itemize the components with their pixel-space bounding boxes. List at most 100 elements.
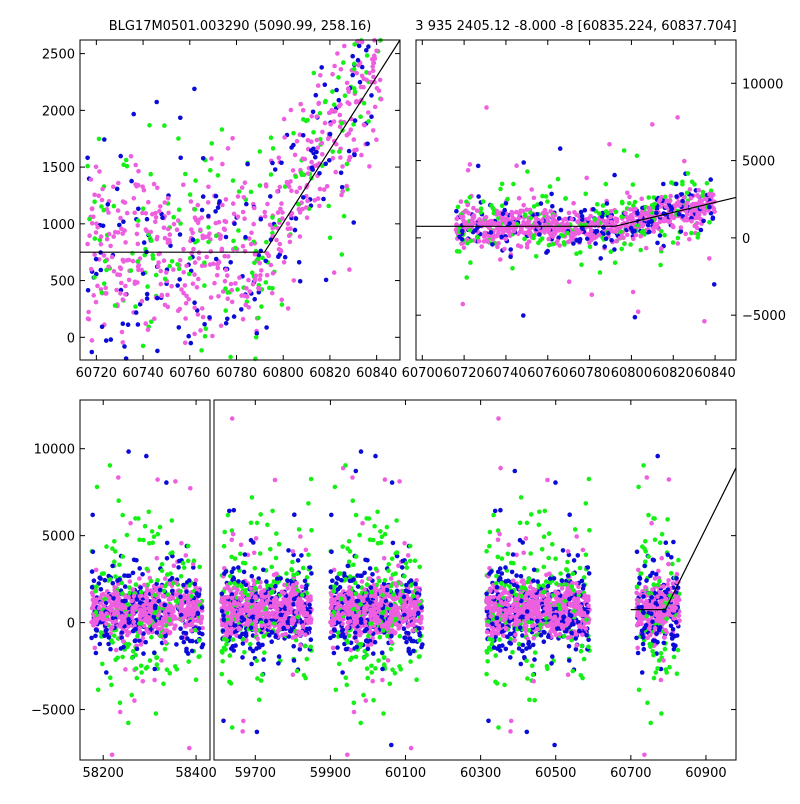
data-point [133, 627, 138, 632]
data-point [224, 220, 229, 225]
data-point [206, 225, 211, 230]
data-point [165, 572, 170, 577]
data-point [266, 614, 271, 619]
data-point [647, 230, 652, 235]
data-point [139, 670, 144, 675]
data-point [94, 584, 99, 589]
data-point [239, 307, 244, 312]
data-point [511, 182, 516, 187]
data-point [293, 591, 298, 596]
data-point [121, 340, 126, 345]
data-point [689, 231, 694, 236]
data-point [658, 233, 663, 238]
data-point [200, 208, 205, 213]
data-point [677, 212, 682, 217]
data-point [136, 259, 141, 264]
data-point [135, 634, 140, 639]
data-point [260, 643, 265, 648]
data-point [229, 555, 234, 560]
data-point [126, 449, 131, 454]
data-point [712, 282, 717, 287]
data-point [225, 290, 230, 295]
data-point [316, 145, 321, 150]
data-point [136, 169, 141, 174]
data-point [598, 270, 603, 275]
data-point [103, 578, 108, 583]
data-point [229, 627, 234, 632]
data-point [228, 355, 233, 360]
data-point [114, 288, 119, 293]
data-point [276, 254, 281, 259]
data-point [273, 478, 278, 483]
data-point [194, 606, 199, 611]
data-point [123, 292, 128, 297]
data-point [338, 571, 343, 576]
data-point [309, 528, 314, 533]
data-point [286, 227, 291, 232]
data-point [221, 613, 226, 618]
data-point [255, 580, 260, 585]
data-point [104, 611, 109, 616]
data-point [223, 286, 228, 291]
data-point [320, 152, 325, 157]
data-point [300, 585, 305, 590]
data-point [390, 556, 395, 561]
data-point [156, 532, 161, 537]
data-point [242, 650, 247, 655]
data-point [699, 228, 704, 233]
data-point [158, 588, 163, 593]
data-point [249, 231, 254, 236]
data-point [131, 605, 136, 610]
data-point [106, 642, 111, 647]
data-point [347, 131, 352, 136]
data-point [255, 521, 260, 526]
data-point [113, 574, 118, 579]
data-point [307, 603, 312, 608]
data-point [328, 236, 333, 241]
data-point [121, 639, 126, 644]
data-point [236, 565, 241, 570]
data-point [86, 310, 91, 315]
data-point [333, 170, 338, 175]
data-point [231, 178, 236, 183]
data-point [112, 539, 117, 544]
data-point [330, 149, 335, 154]
data-point [330, 621, 335, 626]
data-point [264, 325, 269, 330]
data-point [298, 534, 303, 539]
data-point [485, 220, 490, 225]
data-point [386, 568, 391, 573]
data-point [521, 203, 526, 208]
data-point [208, 262, 213, 267]
data-point [395, 589, 400, 594]
data-point [366, 119, 371, 124]
data-point [340, 164, 345, 169]
data-point [243, 590, 248, 595]
data-point [104, 621, 109, 626]
data-point [282, 260, 287, 265]
data-point [228, 260, 233, 265]
data-point [138, 585, 143, 590]
data-point [354, 469, 359, 474]
data-point [281, 626, 286, 631]
data-point [300, 593, 305, 598]
data-point [218, 233, 223, 238]
data-point [366, 647, 371, 652]
data-point [177, 325, 182, 330]
data-point [292, 597, 297, 602]
data-point [320, 141, 325, 146]
data-point [131, 571, 136, 576]
data-point [454, 209, 459, 214]
data-point [279, 603, 284, 608]
data-point [366, 44, 371, 49]
data-point [674, 194, 679, 199]
data-point [301, 108, 306, 113]
data-point [625, 191, 630, 196]
data-point [108, 675, 113, 680]
data-point [127, 278, 132, 283]
data-point [299, 171, 304, 176]
data-point [178, 258, 183, 263]
data-point [380, 678, 385, 683]
data-point [104, 628, 109, 633]
data-point [270, 610, 275, 615]
